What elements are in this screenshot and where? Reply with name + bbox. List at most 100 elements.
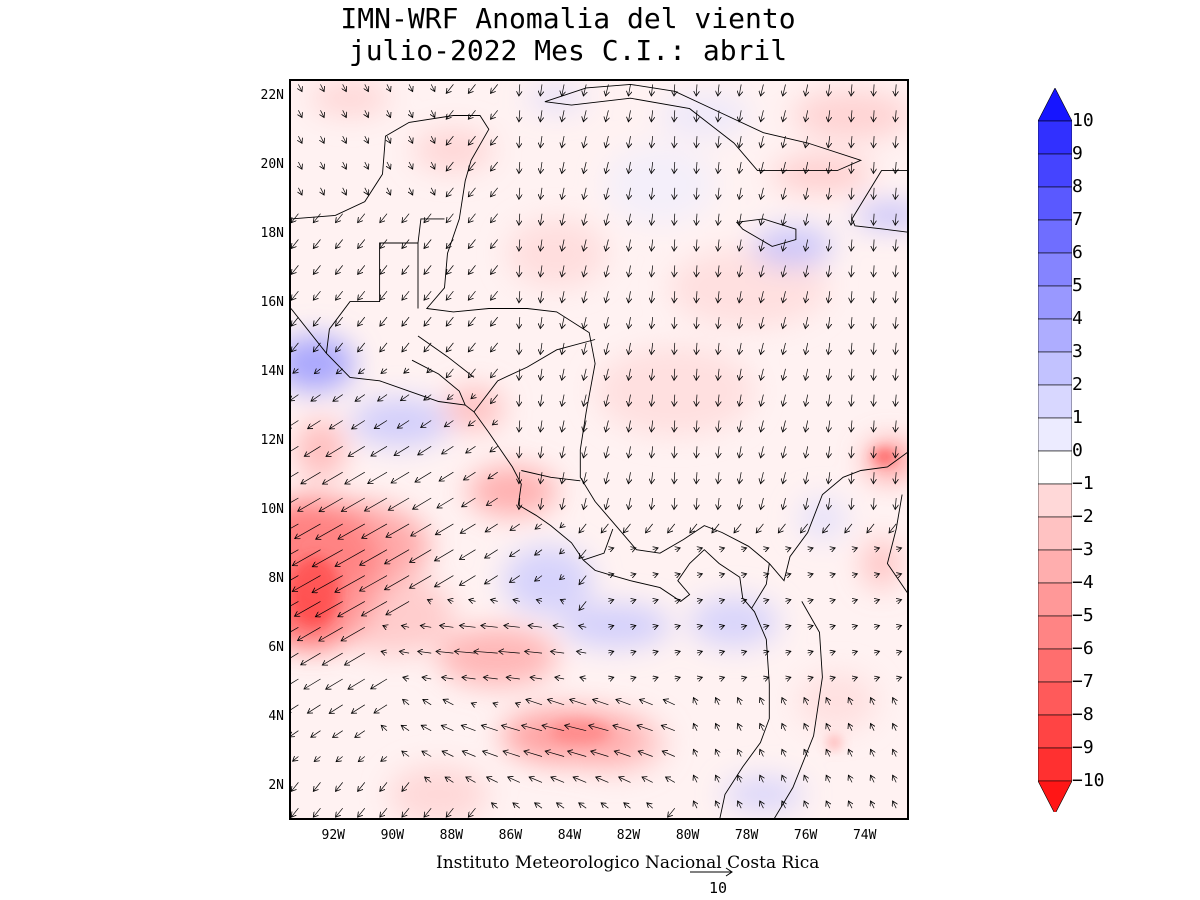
coastline-segment [291, 308, 770, 818]
anomaly-patch [828, 736, 841, 749]
wind-vector [525, 651, 543, 653]
wind-vector [583, 368, 586, 381]
coastline-segment [735, 218, 797, 247]
wind-vector [441, 725, 454, 732]
wind-vector [355, 730, 365, 738]
wind-vector [873, 342, 874, 355]
colorbar-label: −5 [1072, 605, 1094, 626]
wind-vector [313, 807, 321, 817]
wind-vector [628, 239, 630, 252]
wind-vector [783, 239, 786, 252]
wind-vector [292, 549, 321, 566]
wind-vector [606, 136, 609, 148]
wind-vector [738, 801, 742, 809]
wind-vector [805, 317, 807, 329]
wind-vector [358, 239, 366, 249]
wind-vector [336, 782, 343, 791]
wind-vector [591, 751, 609, 757]
coastline-segment [521, 470, 581, 482]
wind-vector [409, 110, 413, 117]
wind-vector [852, 548, 857, 550]
wind-vector [319, 626, 343, 641]
wind-vector [386, 601, 410, 614]
wind-vector [343, 135, 347, 143]
wind-vector [606, 420, 609, 433]
wind-vector [593, 699, 609, 706]
anomaly-patch [560, 603, 671, 648]
reference-vector-arrow [690, 867, 733, 877]
wind-vector [580, 677, 587, 679]
wind-vector [760, 775, 764, 783]
wind-vector [718, 368, 719, 381]
wind-vector [640, 699, 653, 706]
wind-vector [358, 316, 366, 326]
wind-vector [333, 730, 343, 738]
wind-vector [719, 651, 724, 653]
wind-vector [321, 161, 325, 169]
wind-vector [871, 749, 875, 757]
wind-vector [782, 724, 786, 731]
wind-vector [298, 135, 302, 143]
wind-vector [365, 161, 369, 169]
wind-vector [519, 84, 520, 96]
wind-vector [403, 699, 410, 706]
wind-vector [693, 749, 697, 757]
lat-tick-label: 22N [260, 88, 284, 104]
wind-vector [697, 548, 702, 550]
wind-vector [341, 497, 365, 512]
wind-vector [763, 651, 768, 653]
wind-vector [409, 84, 413, 91]
wind-vector [830, 574, 835, 576]
wind-vector [562, 394, 564, 407]
wind-vector [423, 699, 432, 706]
wind-vector [519, 213, 520, 226]
wind-vector [606, 497, 609, 510]
wind-vector [828, 110, 830, 122]
colorbar-label: 5 [1072, 275, 1083, 296]
wind-vector [608, 626, 613, 628]
wind-vector [298, 497, 321, 511]
wind-vector [871, 698, 875, 705]
colorbar-swatch [1038, 252, 1072, 287]
wind-vector [570, 699, 587, 706]
wind-vector [321, 84, 325, 91]
colorbar-label: −8 [1072, 704, 1094, 725]
colorbar-label: 4 [1072, 308, 1083, 329]
wind-vector [873, 317, 874, 329]
wind-vector [696, 472, 697, 484]
wind-vector [783, 187, 786, 200]
wind-vector [589, 725, 609, 732]
wind-vector [291, 782, 299, 791]
wind-vector [424, 213, 432, 223]
wind-vector [851, 84, 852, 96]
wind-vector [336, 369, 343, 374]
wind-vector [628, 497, 630, 510]
wind-vector [540, 136, 542, 148]
wind-vector [562, 239, 564, 252]
colorbar-swatch [1038, 186, 1072, 221]
wind-vector [446, 239, 454, 249]
wind-vector [718, 420, 719, 433]
wind-vector [851, 342, 852, 355]
wind-vector [623, 523, 631, 533]
wind-vector [852, 677, 857, 679]
wind-vector [763, 626, 768, 628]
wind-vector [540, 213, 542, 226]
wind-vector [718, 497, 719, 510]
wind-vector [696, 265, 697, 277]
wind-vector [851, 497, 852, 510]
wind-vector [738, 749, 742, 757]
wind-vector [608, 677, 613, 679]
colorbar-swatch [1038, 615, 1072, 650]
wind-vector [410, 575, 432, 589]
wind-vector [674, 265, 675, 277]
wind-vector [454, 651, 476, 653]
wind-vector [674, 497, 675, 510]
wind-vector [805, 342, 807, 355]
wind-vector [662, 751, 675, 757]
wind-vector [805, 265, 807, 277]
wind-vector [786, 626, 791, 628]
wind-vector [719, 574, 724, 576]
wind-vector [638, 751, 653, 757]
wind-vector [874, 574, 879, 576]
